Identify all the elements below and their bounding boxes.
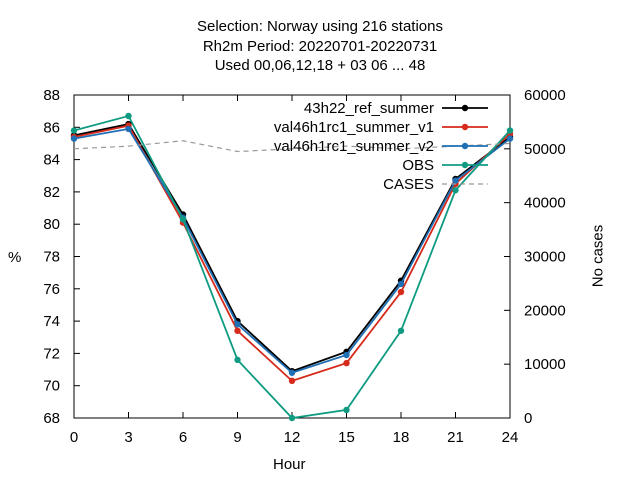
data-point-val46h1rc1-summer-v2 xyxy=(70,135,78,142)
legend-label-cases: CASES xyxy=(383,176,434,193)
y-tick-label: 70 xyxy=(43,378,60,395)
x-tick-label: 15 xyxy=(338,429,355,446)
data-point-obs xyxy=(397,327,405,334)
y2-tick-label: 40000 xyxy=(524,195,566,212)
y-tick-label: 78 xyxy=(43,249,60,266)
x-tick-label: 9 xyxy=(233,429,241,446)
legend-label-val46h1rc1-summer-v1: val46h1rc1_summer_v1 xyxy=(274,119,434,136)
y-tick-label: 86 xyxy=(43,119,60,136)
data-point-val46h1rc1-summer-v2 xyxy=(343,351,350,359)
legend-marker-val46h1rc1-summer-v2 xyxy=(461,142,469,150)
data-point-val46h1rc1-summer-v1 xyxy=(397,288,405,296)
y2-tick-label: 10000 xyxy=(524,356,566,373)
data-point-val46h1rc1-summer-v2 xyxy=(506,135,514,142)
data-point-val46h1rc1-summer-v2 xyxy=(397,280,405,288)
data-point-val46h1rc1-summer-v2 xyxy=(288,369,296,376)
legend-marker-val46h1rc1-summer-v1 xyxy=(461,123,469,131)
y2-axis-label: No cases xyxy=(589,224,607,288)
y-tick-label: 80 xyxy=(43,216,60,233)
y2-tick-label: 50000 xyxy=(524,141,566,158)
series-line-cases xyxy=(73,140,511,153)
x-tick-label: 24 xyxy=(502,429,519,446)
y-tick-label: 68 xyxy=(43,410,60,427)
y-axis-label: % xyxy=(8,249,22,266)
data-point-obs xyxy=(288,414,296,422)
data-point-obs xyxy=(343,406,350,414)
legend-label-43h22-ref-summer: 43h22_ref_summer xyxy=(304,100,434,117)
data-point-val46h1rc1-summer-v2 xyxy=(452,177,459,184)
data-point-obs xyxy=(125,112,132,120)
legend-label-val46h1rc1-summer-v2: val46h1rc1_summer_v2 xyxy=(274,138,434,155)
y-tick-label: 74 xyxy=(43,313,60,330)
data-point-val46h1rc1-summer-v2 xyxy=(125,125,132,133)
y2-tick-label: 20000 xyxy=(524,302,566,319)
y-tick-label: 82 xyxy=(43,184,60,201)
chart-title-line-3: Used 00,06,12,18 + 03 06 ... 48 xyxy=(214,57,426,74)
x-tick-label: 21 xyxy=(447,429,464,446)
y2-tick-label: 30000 xyxy=(524,249,566,266)
y-tick-label: 72 xyxy=(43,345,60,362)
y2-tick-label: 60000 xyxy=(524,87,566,104)
legend-marker-43h22-ref-summer xyxy=(461,104,469,112)
legend-label-obs: OBS xyxy=(402,157,434,174)
y-tick-label: 88 xyxy=(43,87,60,104)
data-point-val46h1rc1-summer-v1 xyxy=(343,359,350,367)
data-point-val46h1rc1-summer-v2 xyxy=(234,321,241,328)
data-point-obs xyxy=(452,187,459,194)
data-point-val46h1rc1-summer-v1 xyxy=(288,377,296,385)
x-tick-label: 3 xyxy=(124,429,132,446)
chart-title-line-1: Selection: Norway using 216 stations xyxy=(197,18,443,35)
data-point-obs xyxy=(234,356,241,364)
x-tick-label: 6 xyxy=(179,429,187,446)
y2-tick-label: 0 xyxy=(524,410,532,427)
x-tick-label: 0 xyxy=(70,429,78,446)
y-tick-label: 84 xyxy=(43,152,60,169)
x-axis-label: Hour xyxy=(273,456,306,473)
data-point-obs xyxy=(179,216,187,223)
data-point-obs xyxy=(506,127,514,134)
series-line-43h22-ref-summer xyxy=(73,123,511,373)
legend-marker-obs xyxy=(461,161,469,169)
x-tick-label: 18 xyxy=(393,429,410,446)
data-point-val46h1rc1-summer-v1 xyxy=(234,327,241,334)
chart-title-line-2: Rh2m Period: 20220701-20220731 xyxy=(202,38,438,55)
series-line-val46h1rc1-summer-v1 xyxy=(73,124,511,382)
x-tick-label: 12 xyxy=(284,429,301,446)
y-tick-label: 76 xyxy=(43,281,60,298)
data-point-obs xyxy=(70,127,78,134)
